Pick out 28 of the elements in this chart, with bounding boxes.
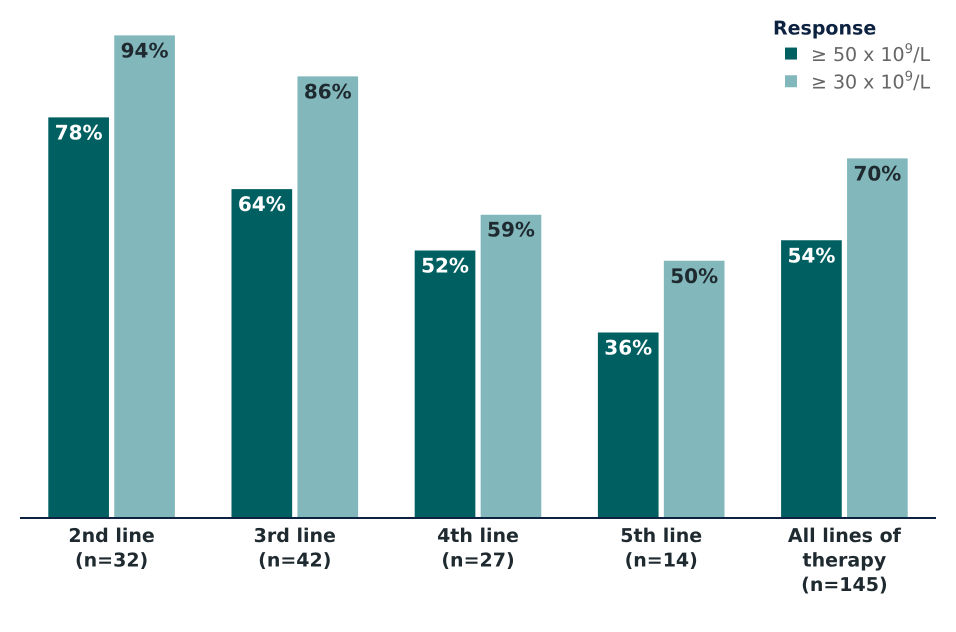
x-tick-label: 5th line (n=14) — [620, 524, 702, 572]
legend-label: ≥ 30 x 10$^{9}$/L — [811, 70, 931, 94]
legend-title: Response — [773, 18, 876, 40]
data-label: 52% — [421, 254, 469, 278]
data-label: 50% — [670, 264, 718, 288]
x-tick-label: 2nd line (n=32) — [68, 524, 155, 572]
bar — [231, 189, 292, 517]
bar — [414, 250, 476, 517]
data-label: 59% — [487, 218, 535, 242]
data-label: 64% — [238, 192, 286, 216]
data-label: 86% — [304, 79, 352, 104]
x-tick-label: All lines of therapy (n=145) — [788, 524, 902, 596]
data-label: 78% — [54, 120, 103, 144]
data-label: 54% — [787, 243, 836, 268]
bar — [114, 35, 175, 517]
bar — [480, 214, 542, 517]
x-tick-label: 4th line (n=27) — [437, 524, 519, 572]
legend-label: ≥ 50 x 10$^{9}$/L — [811, 42, 931, 66]
bar — [847, 158, 908, 517]
bar — [781, 240, 842, 517]
x-tick-label: 3rd line (n=42) — [254, 524, 336, 572]
bar — [598, 332, 659, 517]
bar — [297, 76, 358, 517]
data-label: 70% — [853, 161, 902, 186]
data-label: 36% — [604, 336, 652, 360]
bar — [48, 117, 109, 517]
bar — [664, 260, 725, 517]
data-label: 94% — [120, 38, 169, 62]
